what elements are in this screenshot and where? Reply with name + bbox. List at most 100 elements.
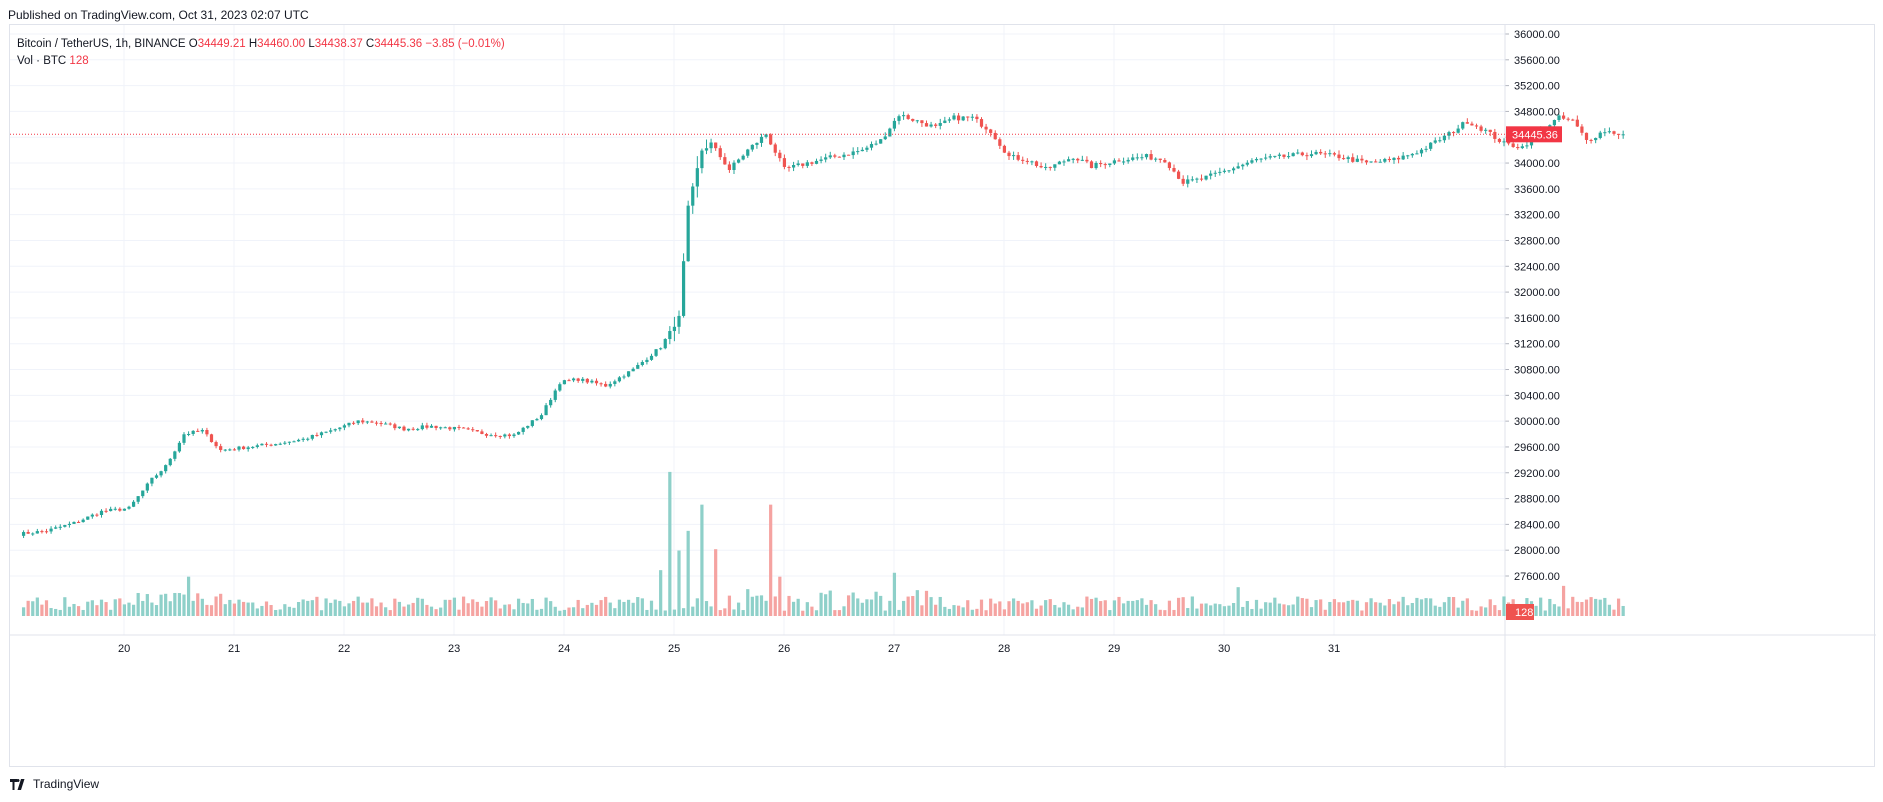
candle-body [1062, 161, 1066, 163]
volume-bar [723, 608, 727, 616]
volume-bar [1176, 597, 1181, 616]
candle-body [1552, 119, 1557, 126]
volume-bar [626, 599, 631, 616]
candle-body [232, 449, 237, 451]
volume-bar [443, 599, 447, 616]
volume-bar [1451, 597, 1456, 616]
volume-bar [842, 606, 846, 616]
candle-body [892, 120, 897, 129]
y-tick-label: 33200.00 [1514, 210, 1560, 222]
candle-body [301, 438, 305, 440]
candle-body [649, 355, 654, 360]
candle-body [1396, 157, 1401, 160]
candle-body [95, 514, 99, 516]
volume-bar [329, 602, 333, 616]
volume-bar [173, 592, 177, 616]
volume-bar [81, 609, 85, 616]
candle-body [374, 422, 379, 424]
y-tick-label: 32800.00 [1514, 235, 1560, 247]
volume-bar [1539, 597, 1543, 616]
candle-body [1291, 153, 1295, 157]
candle-body [1328, 153, 1332, 155]
volume-bar [370, 598, 374, 616]
candle-body [416, 429, 420, 431]
volume-bar [1002, 609, 1007, 616]
candle-body [553, 390, 557, 400]
candle-body [1007, 152, 1011, 157]
high-value: 34460.00 [257, 38, 306, 50]
y-tick-label: 30800.00 [1514, 365, 1560, 377]
low-value: 34438.37 [314, 38, 363, 50]
candle-body [338, 427, 342, 430]
volume-bar [938, 596, 942, 616]
volume-bar [1314, 600, 1318, 616]
candle-body [1273, 155, 1277, 157]
candle-body [906, 115, 910, 119]
candle-body [1108, 163, 1112, 165]
candle-body [90, 514, 94, 517]
candle-body [1099, 163, 1103, 165]
candle-body [787, 166, 791, 168]
volume-bar [686, 530, 690, 616]
candle-body [778, 152, 782, 159]
volume-bar [1410, 603, 1414, 616]
candle-body [750, 144, 754, 150]
volume-value: 128 [69, 55, 89, 67]
candle-body [723, 157, 727, 165]
candle-body [439, 427, 443, 429]
candle-body [874, 143, 878, 145]
volume-bar [480, 606, 484, 616]
candle-body [63, 525, 67, 527]
volume-bar [1594, 598, 1598, 616]
volume-bar [659, 570, 663, 616]
volume-bar [1204, 603, 1208, 616]
candle-body [219, 446, 223, 450]
volume-bar [342, 606, 347, 616]
candle-body [237, 446, 241, 450]
volume-bar [251, 602, 255, 616]
volume-bar [654, 609, 658, 616]
candle-body [585, 378, 589, 383]
volume-bar [1140, 598, 1144, 616]
volume-bar [1465, 598, 1469, 616]
candle-body [879, 139, 883, 144]
volume-bar [374, 606, 379, 616]
volume-bar [439, 607, 443, 616]
candle-body [507, 434, 512, 437]
published-caption: Published on TradingView.com, Oct 31, 20… [8, 8, 309, 22]
chart-frame[interactable]: 27600.00 28000.00 28400.00 28800.00 29200.00… [9, 24, 1876, 768]
volume-bar [1575, 601, 1579, 616]
candle-body [471, 429, 475, 431]
volume-bar [347, 603, 351, 616]
volume-bar [1057, 607, 1062, 616]
candle-body [324, 431, 328, 433]
volume-bar [947, 608, 952, 616]
volume-bar [1286, 605, 1291, 616]
candle-body [109, 508, 113, 512]
volume-bar [640, 598, 644, 616]
x-tick-label: 21 [228, 643, 240, 655]
volume-bar [773, 596, 777, 616]
candle-body [99, 510, 104, 515]
candle-body [1451, 132, 1456, 134]
volume-bar [585, 604, 589, 616]
candle-body [1025, 160, 1029, 162]
candle-body [1094, 163, 1098, 169]
volume-bar [361, 602, 365, 616]
y-tick-label: 28400.00 [1514, 519, 1560, 531]
volume-bar [562, 609, 567, 616]
volume-bar [943, 606, 947, 616]
volume-bar [888, 600, 892, 616]
candle-body [956, 115, 961, 121]
candle-body [1254, 158, 1259, 161]
volume-bar [1543, 610, 1547, 616]
candle-body [1021, 159, 1025, 161]
candlestick-chart[interactable]: 27600.00 28000.00 28400.00 28800.00 29200.00… [10, 25, 1876, 768]
candle-body [1245, 162, 1249, 165]
volume-bar [759, 595, 764, 616]
volume-bar [1053, 604, 1057, 616]
volume-bar [695, 598, 699, 616]
volume-bar [109, 609, 113, 616]
volume-bar [306, 600, 310, 616]
candle-body [1172, 168, 1176, 172]
